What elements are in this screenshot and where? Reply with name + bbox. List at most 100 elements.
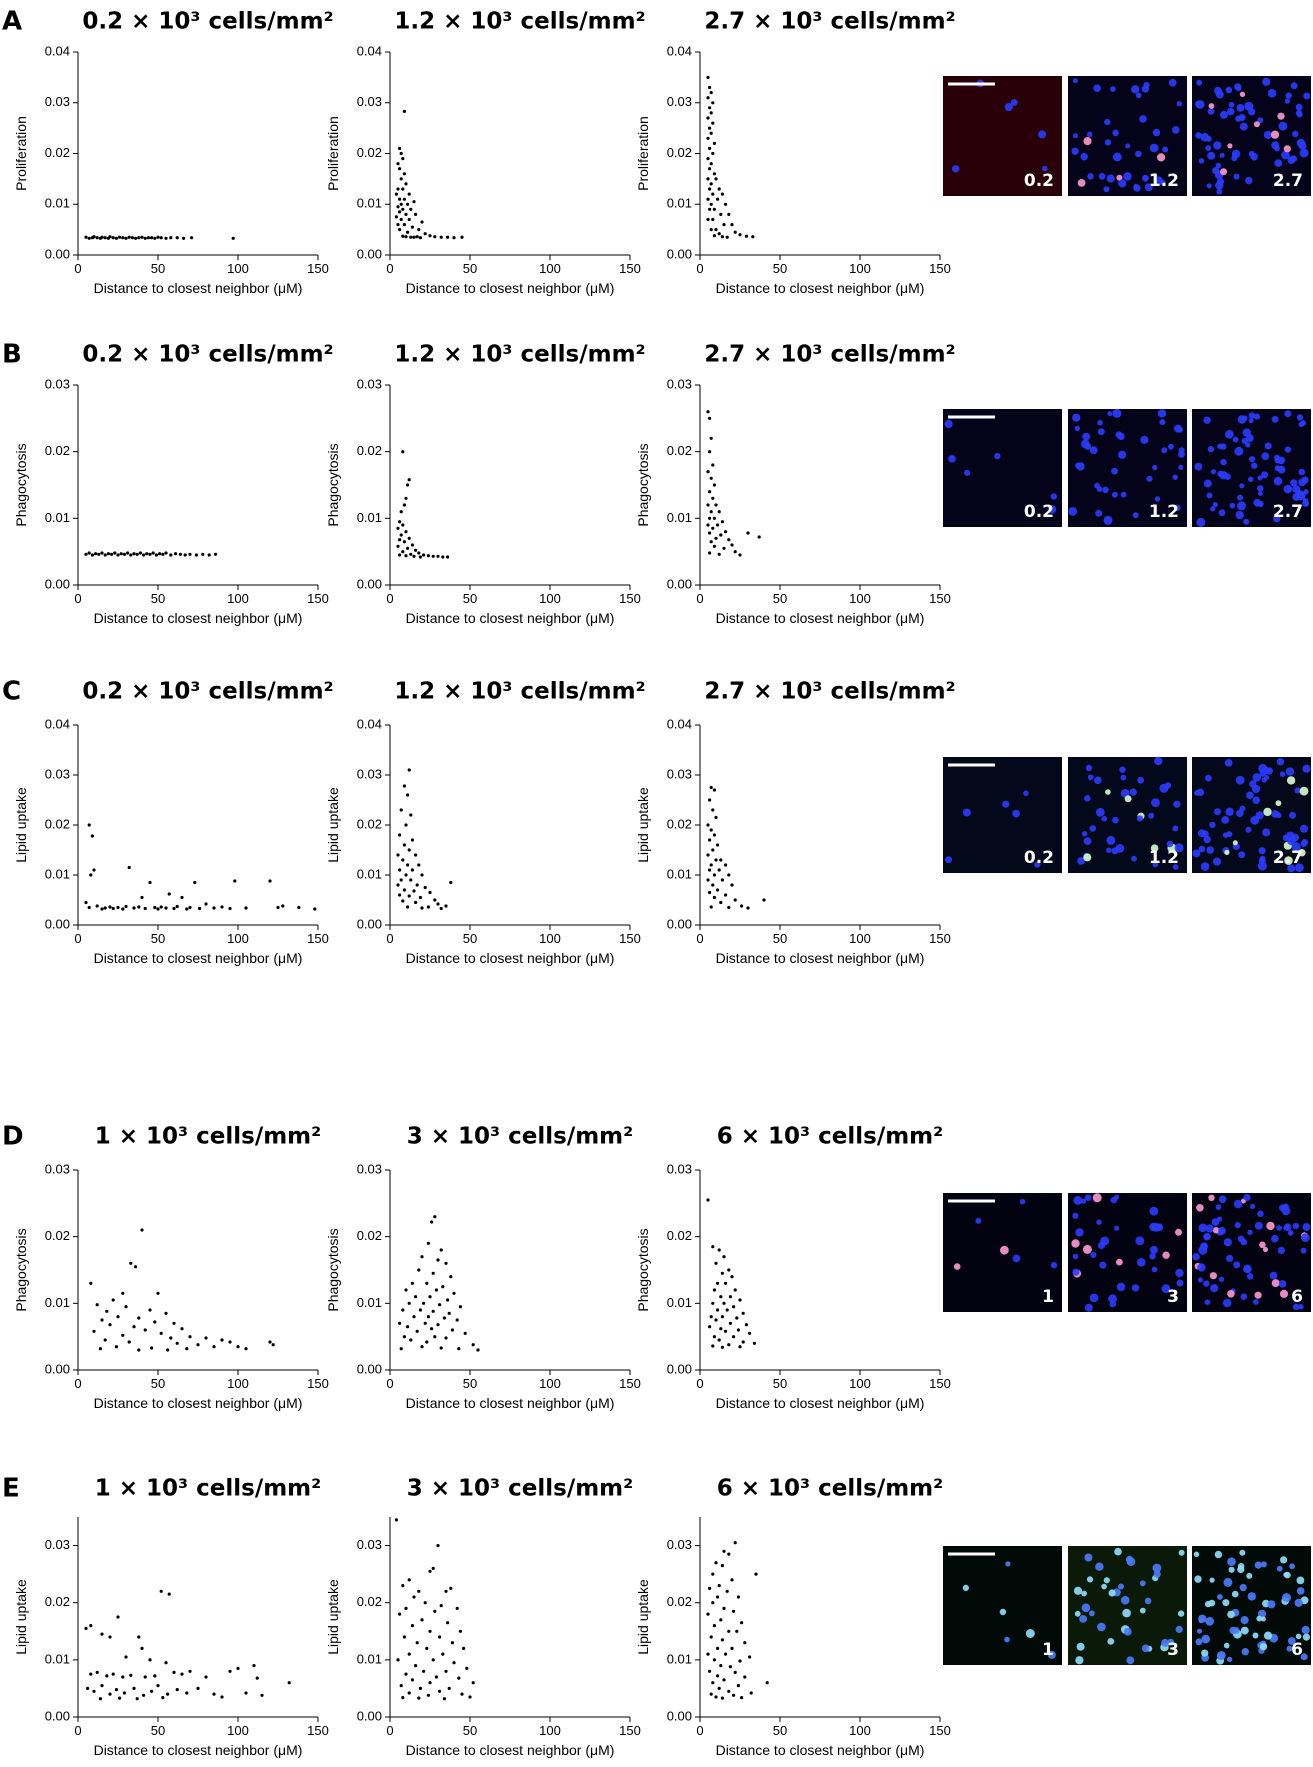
micrograph-cell xyxy=(1300,420,1307,426)
data-point xyxy=(426,905,430,909)
micrograph-cell xyxy=(1034,861,1041,868)
micrograph-cell xyxy=(1042,165,1048,172)
micrograph-cell xyxy=(1071,1239,1080,1248)
data-point xyxy=(717,868,721,872)
data-point xyxy=(417,1696,421,1700)
data-point xyxy=(423,232,427,236)
data-point xyxy=(722,1606,726,1610)
data-point xyxy=(89,1672,93,1676)
micrograph-cell xyxy=(1218,1276,1225,1283)
micrograph-cell xyxy=(1141,1644,1150,1653)
data-point xyxy=(711,121,715,125)
micrograph-cell xyxy=(1246,791,1254,800)
data-point xyxy=(428,1629,432,1633)
micrograph-cell xyxy=(1263,1631,1273,1640)
micrograph-cell xyxy=(1080,1198,1087,1204)
y-tick-label: 0.00 xyxy=(357,1361,382,1376)
data-point xyxy=(108,1692,112,1696)
y-tick-label: 0.02 xyxy=(45,443,70,458)
data-point xyxy=(148,1658,152,1662)
data-point xyxy=(399,878,403,882)
data-point xyxy=(748,1331,752,1335)
micrograph-cell xyxy=(1136,815,1144,822)
micrograph-cell xyxy=(1108,1589,1116,1597)
data-point xyxy=(706,136,710,140)
micrograph-cell xyxy=(1257,117,1264,124)
micrograph: 1 xyxy=(943,1193,1062,1312)
data-point xyxy=(423,885,427,890)
data-point xyxy=(87,905,91,910)
y-tick-label: 0.01 xyxy=(667,510,692,525)
micrograph-cell xyxy=(1072,1253,1079,1260)
data-point xyxy=(180,1327,184,1331)
micrograph-cell xyxy=(1206,492,1213,499)
y-tick-label: 0.03 xyxy=(357,376,382,391)
data-point xyxy=(402,888,406,892)
data-point xyxy=(712,141,717,145)
micrograph-cell xyxy=(1283,1224,1290,1231)
micrograph-cell xyxy=(1212,1227,1220,1234)
data-point xyxy=(166,1692,170,1696)
data-point xyxy=(402,784,406,788)
data-point xyxy=(458,1629,462,1633)
micrograph-cell xyxy=(1302,1633,1310,1641)
data-point xyxy=(762,898,766,902)
chart-title: 1.2 × 10³ cells/mm² xyxy=(394,679,645,705)
x-tick-label: 50 xyxy=(773,1723,787,1738)
data-point xyxy=(132,1325,136,1329)
micrograph-cell xyxy=(1275,800,1282,807)
data-point xyxy=(720,1345,725,1349)
data-point xyxy=(708,868,712,872)
data-point xyxy=(732,1305,736,1309)
micrograph-cell xyxy=(1178,464,1184,470)
chart-title: 0.2 × 10³ cells/mm² xyxy=(82,679,333,705)
micrograph-cell xyxy=(1227,1610,1235,1619)
data-point xyxy=(236,1666,240,1670)
data-point xyxy=(153,236,157,240)
data-point xyxy=(412,889,416,893)
micrograph-cell xyxy=(1096,1219,1102,1225)
data-point xyxy=(748,1655,752,1659)
data-point xyxy=(714,858,718,862)
data-point xyxy=(175,236,179,240)
data-point xyxy=(297,905,301,910)
data-point xyxy=(407,1691,411,1695)
data-point xyxy=(439,1248,443,1252)
x-tick-label: 150 xyxy=(619,261,641,276)
data-point xyxy=(118,1696,122,1700)
micrograph-cell xyxy=(1095,509,1103,517)
micrograph-cell xyxy=(1125,143,1131,149)
data-point xyxy=(706,157,710,161)
data-point xyxy=(733,1541,737,1545)
micrograph-cell xyxy=(1299,148,1309,158)
data-point xyxy=(407,217,411,222)
micrograph-cell xyxy=(948,455,956,463)
micrograph-cell xyxy=(1153,1570,1161,1578)
data-point xyxy=(204,1675,208,1679)
x-tick-label: 100 xyxy=(539,1376,561,1391)
data-point xyxy=(185,907,189,911)
data-point xyxy=(714,1695,718,1699)
x-axis-label: Distance to closest neighbor (μM) xyxy=(716,1395,925,1411)
data-point xyxy=(398,167,402,171)
scatter-chart: 0.2 × 10³ cells/mm² 0 50 100 150 0.00 0.01 0.02… xyxy=(13,9,334,297)
data-point xyxy=(417,1268,421,1272)
micrograph-label: 1 xyxy=(1042,1640,1054,1660)
micrograph-cell xyxy=(1126,1656,1135,1665)
data-point xyxy=(130,236,134,240)
data-point xyxy=(148,880,152,885)
micrograph-cell xyxy=(1270,130,1280,139)
micrograph-cell xyxy=(1214,808,1221,816)
data-point xyxy=(89,873,93,877)
data-point xyxy=(143,906,147,911)
y-tick-label: 0.02 xyxy=(357,1594,382,1609)
micrograph-cell xyxy=(1107,411,1113,417)
micrograph-cell xyxy=(1105,789,1111,795)
micrograph-cell xyxy=(1259,770,1267,777)
x-tick-label: 100 xyxy=(849,1376,871,1391)
data-point xyxy=(406,1325,410,1329)
micrograph-cell xyxy=(1300,1247,1307,1254)
data-point xyxy=(471,1681,475,1685)
data-point xyxy=(722,546,726,550)
micrograph-cell xyxy=(1303,489,1309,495)
